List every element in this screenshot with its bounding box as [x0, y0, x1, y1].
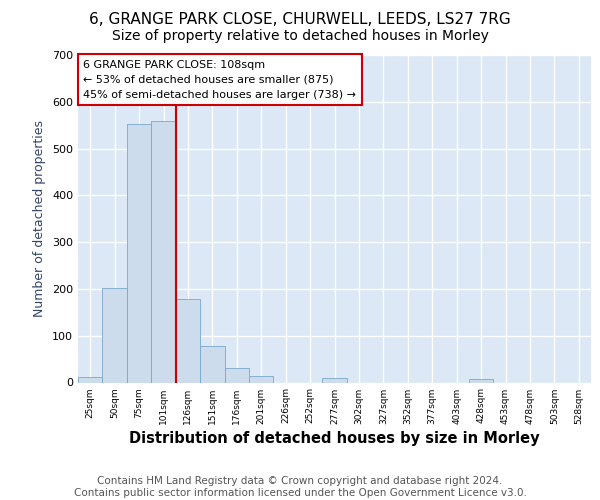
- Bar: [103, 288, 127, 382]
- Bar: [469, 379, 493, 382]
- Bar: [322, 378, 347, 382]
- Bar: [78, 377, 103, 382]
- Text: Contains HM Land Registry data © Crown copyright and database right 2024.
Contai: Contains HM Land Registry data © Crown c…: [74, 476, 526, 498]
- Text: 6, GRANGE PARK CLOSE, CHURWELL, LEEDS, LS27 7RG: 6, GRANGE PARK CLOSE, CHURWELL, LEEDS, L…: [89, 12, 511, 28]
- Bar: [249, 376, 274, 382]
- X-axis label: Distribution of detached houses by size in Morley: Distribution of detached houses by size …: [129, 430, 540, 446]
- Bar: [127, 124, 151, 382]
- Text: Size of property relative to detached houses in Morley: Size of property relative to detached ho…: [112, 29, 488, 43]
- Bar: [224, 368, 249, 382]
- Bar: [151, 120, 176, 382]
- Bar: [176, 299, 200, 382]
- Bar: [200, 346, 224, 383]
- Text: 6 GRANGE PARK CLOSE: 108sqm
← 53% of detached houses are smaller (875)
45% of se: 6 GRANGE PARK CLOSE: 108sqm ← 53% of det…: [83, 60, 356, 100]
- Y-axis label: Number of detached properties: Number of detached properties: [34, 120, 46, 318]
